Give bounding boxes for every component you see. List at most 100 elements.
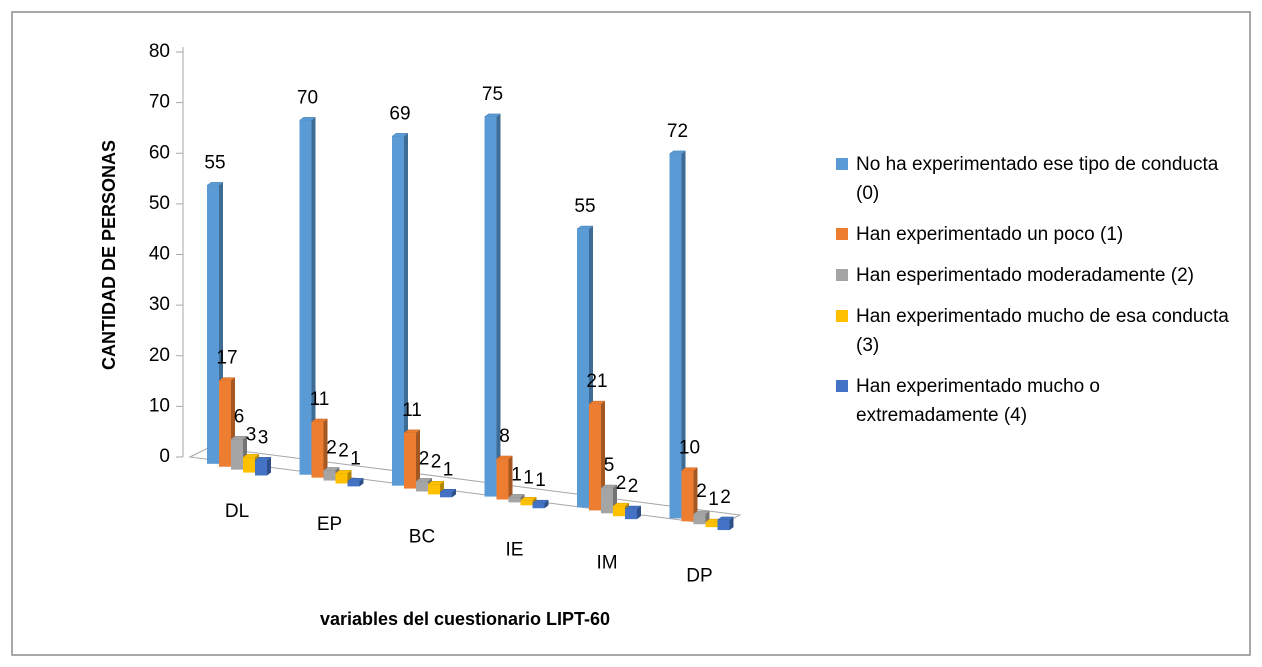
value-label: 55 bbox=[574, 196, 595, 217]
value-label: 55 bbox=[204, 152, 225, 173]
value-label: 2 bbox=[326, 437, 337, 458]
legend-item: Han esperimentado moderadamente (2) bbox=[836, 261, 1236, 290]
value-label: 2 bbox=[419, 448, 430, 469]
bar-face bbox=[589, 404, 601, 511]
bar-face bbox=[404, 133, 408, 486]
bar bbox=[680, 467, 699, 522]
bar-face bbox=[693, 467, 698, 522]
bar-face bbox=[508, 455, 513, 500]
legend-item: No ha experimentado ese tipo de conducta… bbox=[836, 150, 1236, 208]
value-label: 72 bbox=[667, 121, 688, 142]
bar-face bbox=[416, 481, 428, 492]
bar bbox=[310, 418, 329, 478]
value-label: 69 bbox=[389, 103, 410, 124]
x-tick-label: IE bbox=[506, 540, 524, 561]
value-label: 11 bbox=[402, 400, 422, 421]
y-tick-label: 80 bbox=[149, 41, 170, 62]
bar bbox=[439, 489, 457, 498]
bar-face bbox=[508, 497, 521, 503]
bar-face bbox=[729, 516, 734, 531]
legend-label: Han experimentado mucho de esa conducta … bbox=[856, 306, 1229, 356]
value-label: 2 bbox=[338, 440, 349, 461]
bar-face bbox=[601, 488, 613, 514]
legend-label: Han experimentado un poco (1) bbox=[856, 224, 1124, 245]
legend-label: No ha experimentado ese tipo de conducta… bbox=[856, 154, 1219, 204]
value-label: 1 bbox=[350, 448, 361, 469]
bar-face bbox=[717, 519, 730, 531]
x-tick-label: DP bbox=[686, 565, 712, 586]
value-label: 1 bbox=[708, 489, 719, 510]
bar bbox=[483, 113, 502, 497]
bar bbox=[624, 505, 642, 520]
value-label: 2 bbox=[696, 481, 707, 502]
value-label: 5 bbox=[604, 455, 615, 476]
value-label: 21 bbox=[586, 371, 607, 392]
value-label: 6 bbox=[234, 406, 245, 427]
bar-face bbox=[428, 484, 440, 495]
bar-face bbox=[637, 506, 641, 520]
value-label: 2 bbox=[720, 487, 731, 508]
bar-face bbox=[207, 185, 219, 464]
bar bbox=[531, 499, 550, 509]
bar bbox=[495, 455, 514, 500]
bar-face bbox=[440, 492, 452, 498]
y-tick-label: 70 bbox=[149, 92, 170, 113]
value-label: 3 bbox=[246, 424, 257, 445]
bar-face bbox=[323, 470, 336, 481]
value-label: 1 bbox=[511, 464, 522, 485]
y-tick-label: 30 bbox=[149, 294, 170, 315]
value-label: 1 bbox=[443, 459, 454, 480]
bar bbox=[346, 478, 365, 487]
legend: No ha experimentado ese tipo de conducta… bbox=[836, 150, 1236, 442]
bar bbox=[298, 117, 317, 475]
x-tick-label: IM bbox=[596, 553, 617, 574]
bar-face bbox=[299, 120, 312, 475]
y-tick-label: 20 bbox=[149, 345, 170, 366]
y-axis-title: CANTIDAD DE PERSONAS bbox=[99, 140, 119, 370]
bar-face bbox=[669, 153, 682, 519]
x-tick-label: BC bbox=[409, 527, 435, 548]
value-label: 2 bbox=[431, 451, 442, 472]
bar bbox=[403, 429, 421, 489]
value-label: 2 bbox=[616, 473, 627, 494]
bar-face bbox=[705, 522, 718, 528]
value-label: 17 bbox=[216, 348, 237, 369]
y-tick-label: 60 bbox=[149, 142, 170, 163]
bar-face bbox=[613, 506, 625, 517]
bar bbox=[507, 494, 526, 503]
bar-face bbox=[243, 457, 255, 473]
legend-swatch bbox=[836, 380, 848, 392]
bar-face bbox=[496, 458, 509, 500]
value-label: 11 bbox=[310, 389, 330, 410]
legend-item: Han experimentado mucho de esa conducta … bbox=[836, 302, 1236, 360]
bar bbox=[588, 400, 606, 511]
legend-label: Han esperimentado moderadamente (2) bbox=[856, 265, 1194, 286]
bar-face bbox=[335, 473, 348, 484]
bar-face bbox=[219, 380, 231, 467]
value-label: 8 bbox=[499, 426, 510, 447]
bar-face bbox=[625, 509, 637, 520]
bar bbox=[668, 150, 687, 519]
x-tick-label: DL bbox=[225, 501, 249, 522]
bar-face bbox=[577, 229, 589, 508]
bar-face bbox=[601, 401, 605, 511]
bar-face bbox=[255, 460, 267, 476]
y-tick-label: 10 bbox=[149, 395, 170, 416]
bar-face bbox=[267, 457, 271, 476]
value-label: 2 bbox=[628, 476, 639, 497]
y-tick-label: 40 bbox=[149, 244, 170, 265]
legend-swatch bbox=[836, 269, 848, 281]
bar-face bbox=[311, 117, 316, 475]
bar-face bbox=[681, 470, 694, 522]
bar bbox=[254, 457, 272, 476]
bar-face bbox=[681, 150, 686, 519]
bar-face bbox=[404, 432, 416, 489]
value-label: 3 bbox=[258, 427, 269, 448]
bar-face bbox=[347, 481, 360, 487]
value-label: 1 bbox=[535, 470, 546, 491]
floor bbox=[188, 446, 742, 526]
bar-face bbox=[452, 489, 456, 498]
chart-border bbox=[11, 11, 1251, 656]
